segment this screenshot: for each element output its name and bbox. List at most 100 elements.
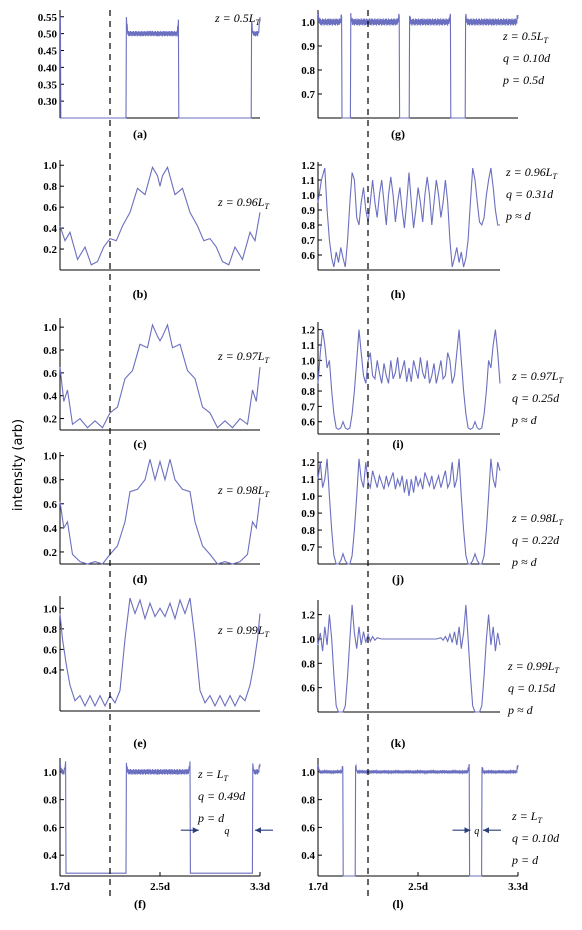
y-tick-label: 0.8: [301, 658, 315, 670]
p-annotation: p = d: [197, 811, 225, 825]
y-tick-label: 1.0: [301, 491, 315, 503]
x-tick-label: 3.3d: [508, 881, 528, 893]
y-tick-label: 0.50: [38, 29, 58, 41]
intensity-curve: [317, 167, 500, 268]
y-tick-label: 0.9: [301, 508, 315, 520]
intensity-curve: [317, 458, 501, 565]
p-annotation: p ≈ d: [511, 413, 538, 427]
intensity-curve: [317, 329, 501, 431]
y-tick-label: 0.8: [43, 345, 57, 357]
panel-label: (f): [134, 897, 146, 911]
y-tick-label: 0.45: [38, 46, 58, 58]
p-annotation: p = 0.5d: [502, 73, 545, 87]
y-tick-label: 0.4: [43, 850, 57, 862]
y-tick-label: 0.4: [43, 223, 57, 235]
panel-k: 0.6 0.8 1.0 1.2 (k) z = 0.99LT q = 0.15d p ≈ d: [301, 600, 559, 750]
y-tick-label: 1.1: [301, 340, 315, 352]
x-tick-label: 1.7d: [308, 881, 328, 893]
x-tick-label: 2.5d: [408, 881, 428, 893]
x-tick-label: 1.7d: [50, 881, 70, 893]
intensity-curve: [317, 763, 519, 877]
y-tick-label: 1.0: [43, 767, 57, 779]
z-annotation: z = LT: [197, 767, 228, 783]
y-axis-label: intensity (arb): [11, 419, 26, 511]
y-tick-label: 0.8: [301, 65, 315, 77]
y-tick-label: 0.4: [43, 391, 57, 403]
panel-c: 0.2 0.4 0.6 0.8 1.0 (c) z = 0.97LT: [43, 318, 269, 451]
y-tick-label: 0.6: [43, 499, 57, 511]
y-tick-label: 1.2: [301, 160, 315, 172]
z-annotation: z = 0.97LT: [511, 369, 563, 385]
panel-label: (h): [391, 287, 406, 301]
z-annotation: z = 0.5LT: [502, 29, 548, 45]
y-tick-label: 0.7: [301, 401, 315, 413]
q-marker-label: q: [224, 826, 229, 837]
intensity-curve: [59, 459, 261, 565]
panels: 0.300.350.400.450.500.55(a)z = 0.5LT0.20…: [38, 10, 563, 911]
y-tick-label: 1.1: [301, 474, 315, 486]
y-tick-label: 0.8: [301, 220, 315, 232]
panel-h: 0.6 0.7 0.8 0.9 1.0 1.1 1.2 (h) z = 0.96LT q = 0.…: [301, 160, 557, 301]
q-width-marker: q: [452, 826, 501, 837]
intensity-curve: [59, 165, 261, 266]
q-marker-label: q: [474, 826, 479, 837]
panel-b: 0.2 0.4 0.6 0.8 1.0 (b) z = 0.96LT: [43, 160, 269, 301]
y-tick-label: 1.0: [43, 451, 57, 463]
y-tick-label: 0.8: [43, 795, 57, 807]
y-tick-label: 0.8: [43, 181, 57, 193]
panel-g: 0.7 0.8 0.9 1.0 (g) z = 0.5LT q = 0.10d p = 0.5…: [301, 10, 551, 141]
z-annotation: z = 0.96LT: [217, 195, 269, 211]
z-annotation: z = LT: [511, 809, 542, 825]
intensity-curve: [59, 323, 261, 429]
panel-f: 0.4 0.6 0.8 1.0 1.7d 2.5d 3.3d (f) z = LT q = 0.4…: [43, 758, 273, 911]
q-annotation: q = 0.10d: [503, 51, 551, 65]
y-tick-label: 0.6: [301, 417, 315, 429]
q-annotation: q = 0.22d: [512, 533, 560, 547]
y-tick-label: 0.8: [301, 386, 315, 398]
y-tick-label: 1.2: [301, 457, 315, 469]
q-arrowhead-right: [483, 827, 489, 834]
z-annotation: z = 0.99LT: [217, 623, 269, 639]
intensity-curve: [59, 16, 261, 119]
panel-i: 0.6 0.7 0.8 0.9 1.0 1.1 1.2 (i) z = 0.97LT q = 0.…: [301, 322, 563, 451]
intensity-curve: [59, 761, 261, 874]
x-tick-label: 2.5d: [150, 881, 170, 893]
panel-label: (b): [133, 287, 148, 301]
y-tick-label: 0.6: [43, 644, 57, 656]
q-arrowhead-left: [192, 827, 199, 834]
q-annotation: q = 0.31d: [506, 187, 554, 201]
z-annotation: z = 0.97LT: [217, 349, 269, 365]
y-tick-label: 0.8: [43, 624, 57, 636]
q-annotation: q = 0.25d: [512, 391, 560, 405]
p-annotation: p ≈ d: [507, 703, 534, 717]
y-tick-label: 0.8: [301, 795, 315, 807]
y-tick-label: 0.6: [43, 368, 57, 380]
z-annotation: z = 0.96LT: [505, 165, 557, 181]
panel-d: 0.2 0.4 0.6 0.8 1.0 (d) z = 0.98LT: [43, 451, 269, 586]
intensity-curve: [317, 12, 519, 119]
x-tick-label: 3.3d: [250, 881, 270, 893]
p-annotation: p ≈ d: [511, 555, 538, 569]
y-tick-label: 0.35: [38, 79, 58, 91]
y-tick-label: 0.6: [43, 202, 57, 214]
panel-j: 0.7 0.8 0.9 1.0 1.1 1.2 (j) z = 0.98LT q = 0.22d…: [301, 452, 563, 586]
intensity-curve: [317, 604, 501, 713]
panel-e: 0.4 0.6 0.8 1.0 (e) z = 0.99LT: [43, 596, 269, 750]
y-tick-label: 1.0: [301, 190, 315, 202]
y-tick-label: 0.2: [43, 414, 57, 426]
y-tick-label: 0.7: [301, 235, 315, 247]
z-annotation: z = 0.98LT: [511, 511, 563, 527]
p-annotation: p = d: [511, 853, 539, 867]
y-tick-label: 0.6: [301, 250, 315, 262]
y-tick-label: 1.1: [301, 175, 315, 187]
panel-l: 0.4 0.6 0.8 1.0 1.7d 2.5d 3.3d (l) z = LT q = 0.1…: [301, 758, 560, 911]
p-annotation: p ≈ d: [505, 209, 532, 223]
y-tick-label: 0.4: [43, 665, 57, 677]
y-tick-label: 0.9: [301, 41, 315, 53]
panel-label: (l): [392, 897, 403, 911]
y-tick-label: 1.0: [301, 767, 315, 779]
panel-label: (c): [133, 437, 146, 451]
z-annotation: z = 0.5LT: [214, 11, 260, 27]
intensity-curve: [59, 597, 261, 708]
